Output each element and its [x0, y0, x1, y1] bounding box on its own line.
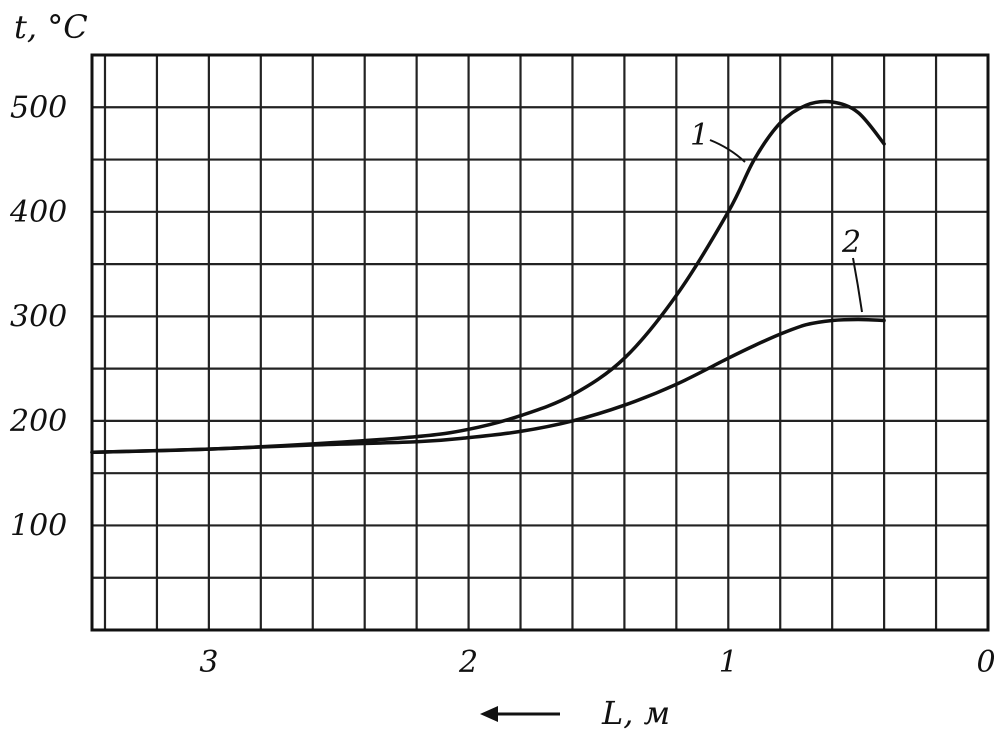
series-1-line [90, 99, 886, 455]
y-tick-label: 400 [9, 195, 67, 230]
x-tick-labels: 3 2 1 0 [199, 645, 995, 680]
x-tick-label: 2 [458, 645, 478, 680]
direction-arrow-head [480, 706, 498, 722]
y-tick-label: 200 [9, 404, 67, 439]
y-tick-label: 100 [10, 508, 67, 543]
plot-frame [90, 53, 990, 632]
x-tick-label: 1 [719, 645, 738, 680]
series-1-label: 1 [690, 118, 709, 153]
grid [92, 55, 988, 630]
y-tick-label: 300 [10, 299, 67, 334]
y-tick-labels: 100 200 300 400 500 [9, 90, 67, 543]
series-2-leader [852, 257, 863, 313]
series-2-line [90, 317, 886, 455]
x-axis-title: L, м [601, 694, 670, 732]
y-tick-label: 500 [10, 90, 67, 125]
x-tick-label: 0 [976, 645, 995, 680]
series-1-leader [709, 139, 746, 163]
y-axis-title: t, °C [14, 8, 88, 46]
series-2-label: 2 [841, 225, 861, 260]
x-tick-label: 3 [199, 645, 218, 680]
